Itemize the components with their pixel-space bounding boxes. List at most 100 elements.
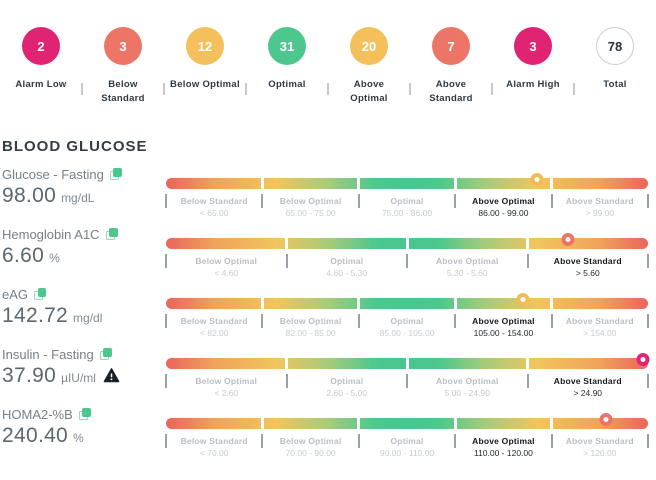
zone-name: Above Optimal [435, 255, 499, 266]
zone-name: Below Standard [180, 315, 248, 326]
zone-tick [526, 373, 529, 388]
zone-range: 70.00 - 90.00 [285, 448, 336, 459]
segment-gap [550, 417, 554, 429]
count-value: 7 [447, 38, 455, 54]
metric-value-line: 6.60 % [2, 244, 164, 268]
metric-value: 37.90 [2, 363, 57, 387]
copy-icon[interactable] [109, 168, 122, 181]
count-value: 3 [119, 38, 127, 54]
count-badge: 12 [186, 27, 224, 65]
zone-tick [647, 313, 649, 328]
summary-item-total[interactable]: 78 Total [573, 27, 656, 106]
segment-gap [260, 417, 264, 429]
zone-name: Optimal [390, 195, 424, 206]
summary-item-below-optimal[interactable]: 12 Below Optimal [163, 27, 246, 106]
count-value: 31 [279, 38, 295, 54]
zone-name: Above Optimal [472, 195, 535, 206]
metric-name: Glucose - Fasting [2, 166, 104, 182]
zone-tick [550, 433, 553, 448]
metric-unit: mg/dl [73, 310, 103, 325]
summary-item-alarm-low[interactable]: 2 Alarm Low [0, 27, 82, 106]
zone-range: 105.00 - 154.00 [473, 328, 534, 339]
summary-label: Alarm Low [15, 79, 67, 90]
zone-name: Above Optimal [472, 315, 535, 326]
metric-info: Glucose - Fasting 98.00 mg/dL [2, 167, 164, 208]
range-gauge: Below Optimal < 2.60 Optimal 2.60 - 5.00… [165, 352, 650, 402]
segment-gap [357, 177, 361, 189]
zone-tick [165, 253, 167, 268]
segment-gap [526, 357, 529, 369]
zone-tick [454, 433, 457, 448]
count-badge: 2 [22, 27, 60, 65]
zone-range: > 120.00 [583, 448, 617, 459]
summary-item-optimal[interactable]: 31 Optimal [245, 27, 328, 106]
zone-range: > 154.00 [583, 328, 617, 339]
zone-tick [454, 193, 457, 208]
zone-labels: Below Standard < 65.00 Below Optimal 65.… [166, 196, 648, 219]
zone-tick [261, 313, 264, 328]
copy-icon[interactable] [105, 228, 118, 241]
metric-name-line: HOMA2-%B [2, 407, 164, 422]
copy-icon[interactable] [78, 408, 91, 421]
zone-label: Below Optimal < 2.60 [166, 376, 287, 399]
segment-gap [285, 357, 288, 369]
count-badge: 31 [268, 27, 306, 65]
gauge-marker [561, 232, 575, 246]
count-value: 20 [361, 38, 377, 54]
zone-range: 82.00 - 85.00 [285, 328, 336, 339]
zone-label: Optimal 90.00 - 110.00 [359, 436, 455, 459]
copy-icon[interactable] [99, 348, 112, 361]
summary-item-alarm-high[interactable]: 3 Alarm High [491, 27, 574, 106]
metric-name: eAG [2, 286, 29, 302]
summary-label: Above Optimal [350, 79, 388, 104]
summary-item-below-standard[interactable]: 3 Below Standard [81, 27, 164, 106]
zone-range: < 82.00 [199, 328, 229, 339]
segment-gap [260, 177, 264, 189]
zone-label: Below Optimal 70.00 - 90.00 [262, 436, 358, 459]
count-badge: 20 [350, 27, 388, 65]
zone-tick [406, 373, 408, 388]
zone-label: Below Standard < 65.00 [166, 196, 262, 219]
zone-range: > 5.60 [575, 268, 600, 279]
metric-value-line: 142.72 mg/dl [2, 304, 164, 328]
zone-name: Above Standard [565, 435, 634, 446]
zone-tick [261, 433, 264, 448]
gauge-bar [166, 177, 648, 189]
gauge-bar [166, 357, 648, 369]
copy-icon[interactable] [34, 288, 47, 301]
summary-label: Below Optimal [170, 79, 240, 90]
zone-name: Below Standard [180, 195, 248, 206]
status-summary-bar: 2 Alarm Low 3 Below Standard 12 Below Op… [0, 0, 656, 106]
summary-item-above-optimal[interactable]: 20 Above Optimal [327, 27, 410, 106]
zone-tick [165, 313, 167, 328]
zone-range: < 70.00 [199, 448, 229, 459]
count-value: 3 [529, 38, 537, 54]
zone-label: Optimal 85.00 - 105.00 [359, 316, 455, 339]
metric-name-line: eAG [2, 287, 164, 302]
zone-labels: Below Optimal < 4.60 Optimal 4.60 - 5.30… [166, 256, 648, 279]
segment-gap [453, 297, 457, 309]
metric-row: Hemoglobin A1C 6.60 % Below Optimal < 4.… [0, 224, 656, 284]
zone-tick [165, 373, 167, 388]
metric-info: eAG 142.72 mg/dl [2, 287, 164, 328]
zone-name: Below Optimal [195, 255, 258, 266]
summary-label: Total [603, 79, 627, 90]
summary-item-above-standard[interactable]: 7 Above Standard [409, 27, 492, 106]
segment-gap [550, 297, 554, 309]
zone-name: Above Standard [553, 375, 622, 386]
zone-range: 75.00 - 86.00 [381, 208, 433, 219]
metric-name: HOMA2-%B [2, 406, 73, 422]
zone-name: Above Optimal [472, 435, 535, 446]
segment-gap [405, 357, 409, 369]
zone-name: Above Standard [553, 255, 622, 266]
zone-range: 65.00 - 75.00 [285, 208, 336, 219]
zone-label: Optimal 4.60 - 5.30 [287, 256, 408, 279]
zone-range: 5.00 - 24.90 [444, 388, 490, 399]
range-gauge: Below Standard < 70.00 Below Optimal 70.… [165, 412, 649, 462]
metric-value: 240.40 [2, 423, 69, 447]
metric-name-line: Hemoglobin A1C [2, 227, 164, 242]
zone-tick [550, 313, 553, 328]
summary-label: Below Standard [101, 79, 145, 104]
count-badge: 3 [514, 27, 552, 65]
zone-label: Above Optimal 5.00 - 24.90 [407, 376, 528, 399]
